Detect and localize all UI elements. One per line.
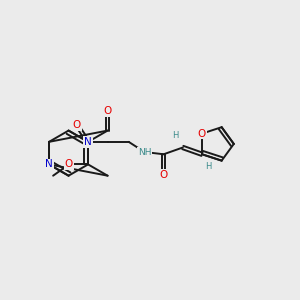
- Text: O: O: [73, 120, 81, 130]
- Text: O: O: [65, 159, 73, 170]
- Text: H: H: [172, 130, 178, 140]
- Text: N: N: [84, 137, 92, 147]
- Text: O: O: [103, 106, 112, 116]
- Text: NH: NH: [138, 148, 151, 157]
- Text: H: H: [206, 162, 212, 171]
- Text: N: N: [45, 159, 53, 170]
- Text: O: O: [198, 129, 206, 139]
- Text: O: O: [160, 169, 168, 180]
